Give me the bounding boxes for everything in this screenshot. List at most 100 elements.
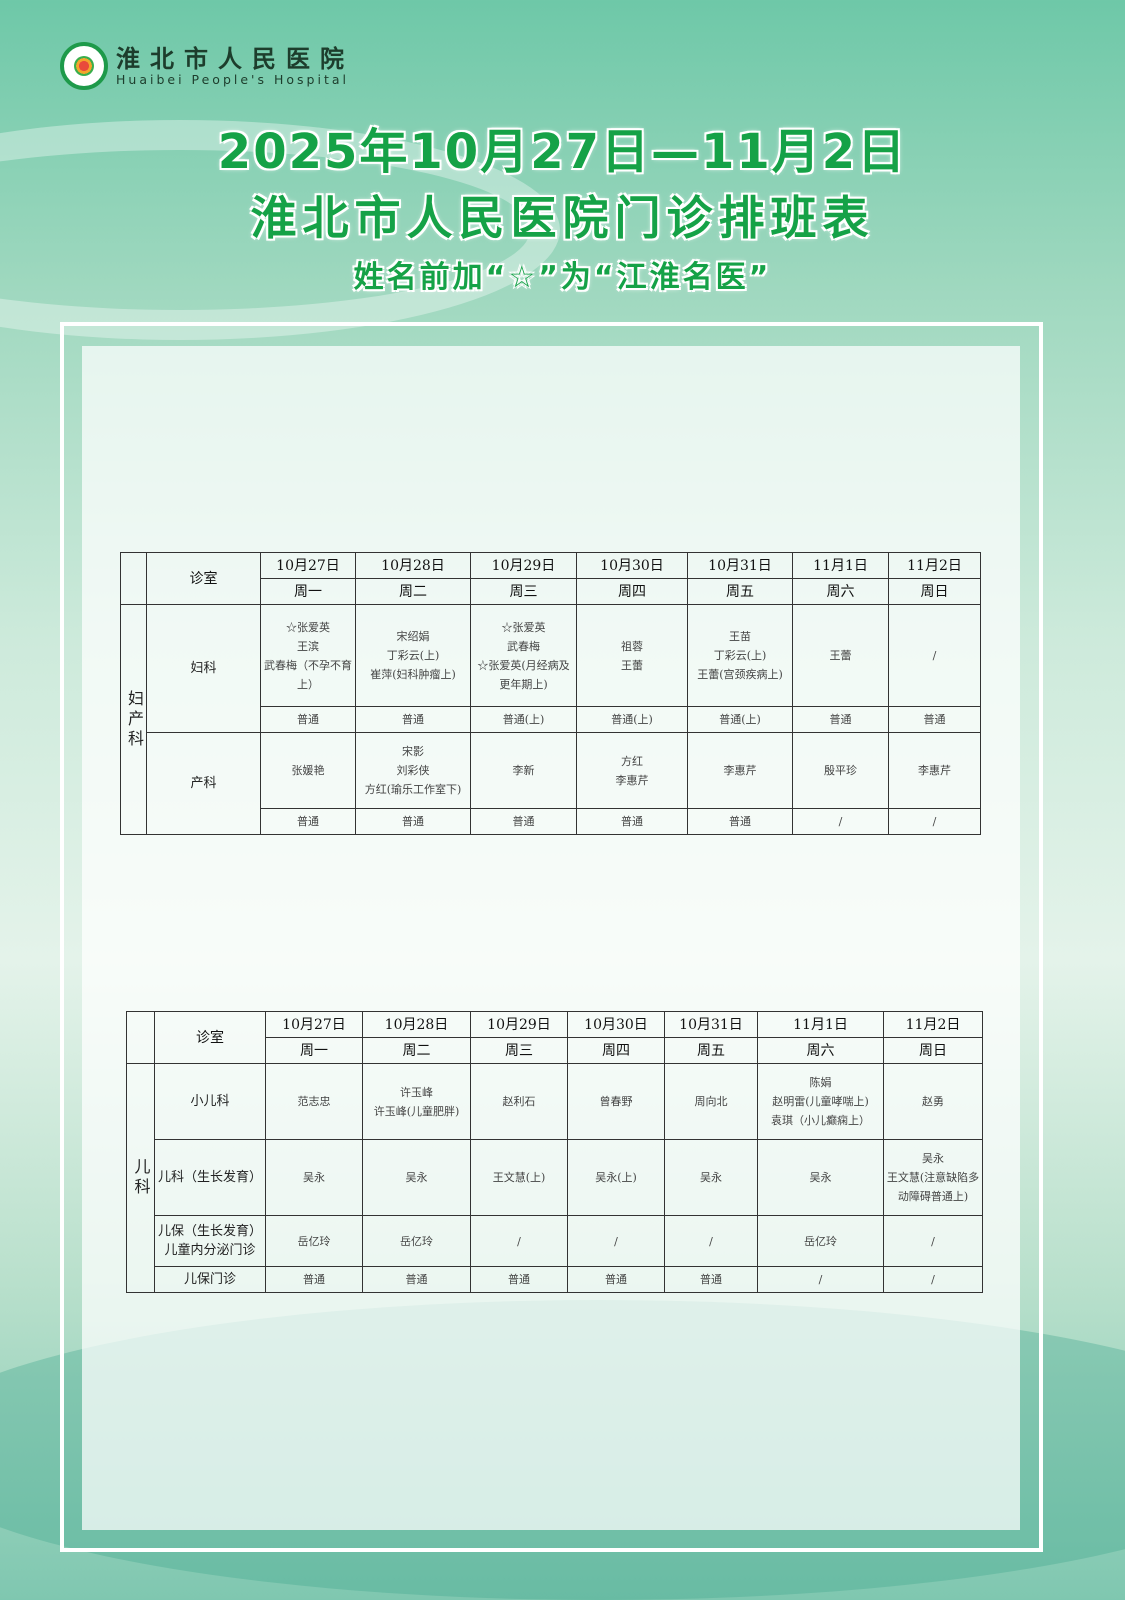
schedule-entry: ☆张爱英	[501, 620, 546, 634]
expert-cell: ☆张爱英武春梅 ☆张爱英(月经病及更年期上)	[470, 604, 577, 707]
weekday-header: 周六	[792, 578, 889, 605]
weekday-header: 周三	[470, 1037, 568, 1064]
weekday-header: 周六	[757, 1037, 884, 1064]
obgyn-schedule-table: 诊室 10月27日 10月28日 10月29日 10月30日 10月31日 11月1日 11月…	[120, 552, 981, 835]
weekday-header: 周一	[260, 578, 356, 605]
logo-name-cn: 淮北市人民医院	[116, 43, 354, 73]
date-header: 10月27日	[265, 1011, 363, 1038]
schedule-entry: 武春梅（不孕不育上）	[264, 658, 352, 691]
weekday-header: 周四	[567, 1037, 665, 1064]
weekday-row: 周一 周二 周三 周四 周五 周六 周日	[121, 578, 981, 605]
schedule-cell: 普通	[567, 1266, 665, 1293]
weekday-header: 周三	[470, 578, 577, 605]
pediatrics-schedule-table: 诊室 10月27日 10月28日 10月29日 10月30日 10月31日 11月1日 11月…	[126, 1011, 983, 1293]
schedule-entry: 张媛艳	[291, 764, 325, 777]
schedule-entry: 吴永(上)	[595, 1171, 637, 1184]
schedule-entry: 岳亿玲	[804, 1234, 837, 1248]
schedule-cell: /	[883, 1215, 983, 1267]
schedule-entry: 吴永	[922, 1152, 944, 1165]
schedule-cell: /	[757, 1266, 884, 1293]
schedule-entry: 丁彩云(上)	[386, 649, 440, 662]
schedule-entry: 李新	[512, 764, 535, 777]
department-cell: 儿科	[126, 1063, 155, 1293]
general-cell: 普通	[470, 808, 577, 835]
schedule-cell: 赵利石	[470, 1063, 568, 1140]
schedule-cell: 吴永	[265, 1139, 363, 1216]
weekday-header: 周四	[576, 578, 688, 605]
general-cell: 普通	[355, 808, 471, 835]
schedule-entry: 赵明雷(儿童哮喘上)	[772, 1095, 869, 1108]
schedule-entry: 袁琪（小儿癫痫上）	[771, 1114, 870, 1127]
clinic-row: 儿保门诊 普通 普通 普通 普通 普通 / /	[127, 1266, 983, 1293]
general-cell: 普通	[260, 706, 356, 733]
schedule-entry: 王蕾(宫颈疾病上)	[697, 668, 783, 681]
schedule-entry: 方红	[621, 754, 643, 768]
schedule-entry: 宋绍娟	[396, 630, 430, 643]
schedule-cell: 许玉峰 许玉峰(儿童肥胖)	[362, 1063, 471, 1140]
room-header: 诊室	[154, 1011, 266, 1064]
corner-cell	[120, 552, 147, 605]
schedule-cell: 吴永	[362, 1139, 471, 1216]
schedule-cell: 普通	[362, 1266, 471, 1293]
schedule-cell: 普通	[664, 1266, 758, 1293]
schedule-entry: ☆张爱英	[286, 620, 330, 634]
department-cell: 妇产科	[120, 604, 147, 835]
weekday-header: 周二	[355, 578, 471, 605]
schedule-entry: 武春梅	[507, 639, 540, 653]
logo-name-en: Huaibei People's Hospital	[116, 71, 349, 87]
schedule-cell: 吴永	[757, 1139, 884, 1216]
schedule-cell: 普通	[265, 1266, 363, 1293]
schedule-entry: 刘彩侠	[396, 764, 430, 777]
schedule-entry: 周向北	[694, 1095, 728, 1108]
date-header: 10月28日	[355, 552, 471, 579]
room-name: 儿保（生长发育）儿童内分泌门诊	[154, 1215, 266, 1267]
room-name: 儿科（生长发育）	[154, 1139, 266, 1216]
schedule-cell: /	[883, 1266, 983, 1293]
date-header: 10月31日	[687, 552, 793, 579]
schedule-entry: 吴永	[303, 1171, 325, 1184]
schedule-entry: 祖蓉	[621, 639, 643, 653]
schedule-cell: /	[567, 1215, 665, 1267]
schedule-cell: /	[470, 1215, 568, 1267]
general-cell: 普通(上)	[470, 706, 577, 733]
expert-cell: 李惠芹	[687, 732, 793, 809]
schedule-entry: 普通	[405, 1273, 428, 1286]
schedule-entry: 赵利石	[502, 1095, 536, 1108]
clinic-row: 儿科（生长发育） 吴永 吴永 王文慧(上) 吴永(上) 吴永 吴永 吴永 王文慧(注意缺陷多动障…	[127, 1139, 983, 1216]
schedule-entry: 许玉峰	[400, 1085, 433, 1099]
general-cell: 普通(上)	[687, 706, 793, 733]
weekday-header: 周五	[687, 578, 793, 605]
clinic-row: 儿保（生长发育）儿童内分泌门诊 岳亿玲 岳亿玲 / / / 岳亿玲 /	[127, 1215, 983, 1267]
content-panel	[82, 346, 1020, 1530]
schedule-cell: 吴永(上)	[567, 1139, 665, 1216]
schedule-entry: 普通	[605, 1273, 627, 1286]
date-header: 10月29日	[470, 1011, 568, 1038]
general-row: 普通 普通 普通 普通 普通 / /	[121, 808, 981, 835]
schedule-entry: 李惠芹	[723, 764, 757, 777]
date-header: 10月27日	[260, 552, 356, 579]
schedule-cell: 曾春野	[567, 1063, 665, 1140]
expert-cell: ☆张爱英 王滨 武春梅（不孕不育上）	[260, 604, 356, 707]
date-header: 11月1日	[792, 552, 889, 579]
room-name: 儿保门诊	[154, 1266, 266, 1293]
general-row: 普通 普通 普通(上) 普通(上) 普通(上) 普通 普通	[121, 706, 981, 733]
hospital-logo: 淮北市人民医院 Huaibei People's Hospital	[60, 42, 354, 90]
page-title: 淮北市人民医院门诊排班表	[250, 191, 875, 245]
expert-cell: 王蕾	[792, 604, 889, 707]
general-cell: 普通	[355, 706, 471, 733]
general-cell: 普通	[792, 706, 889, 733]
clinic-row: 儿科 小儿科 范志忠 许玉峰 许玉峰(儿童肥胖) 赵利石 曾春野 周向北 陈娟 赵明雷(儿童哮喘上…	[126, 1063, 983, 1293]
hospital-emblem-icon	[60, 42, 108, 90]
schedule-entry: 曾春野	[599, 1095, 633, 1108]
schedule-cell: 岳亿玲	[265, 1215, 363, 1267]
schedule-entry: 岳亿玲	[400, 1234, 433, 1248]
schedule-entry: /	[932, 649, 937, 662]
schedule-cell: /	[664, 1215, 758, 1267]
expert-cell: 祖蓉 王蕾	[576, 604, 688, 707]
schedule-entry: 王苗	[729, 630, 751, 643]
schedule-cell: 岳亿玲	[757, 1215, 884, 1267]
expert-row: 妇产科 妇科 ☆张爱英 王滨 武春梅（不孕不育上） 宋绍娟 丁彩云(上) 崔萍(妇科肿瘤上) ☆…	[120, 604, 981, 835]
department-name: 儿科	[131, 1158, 151, 1198]
schedule-entry: 吴永	[809, 1171, 832, 1184]
schedule-entry: ☆张爱英(月经病及更年期上)	[477, 658, 570, 691]
